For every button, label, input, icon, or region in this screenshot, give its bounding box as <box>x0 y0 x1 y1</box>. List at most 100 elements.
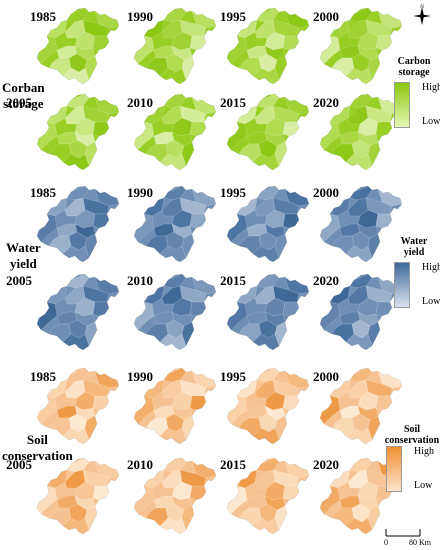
district-region <box>345 153 373 170</box>
district-region <box>375 35 393 51</box>
district-region <box>375 301 393 317</box>
district-region <box>143 197 165 217</box>
district-region <box>145 323 169 343</box>
scale-bar: 0 80 Km <box>384 529 432 547</box>
district-region <box>159 245 187 262</box>
district-region <box>159 153 187 170</box>
carbon-storage-map-1985 <box>36 7 120 85</box>
district-region <box>238 507 262 527</box>
region-boundary <box>226 273 310 351</box>
district-region <box>92 121 110 137</box>
water-yield-map-2020 <box>319 273 403 351</box>
legend-high-label: High <box>422 82 440 93</box>
district-region <box>252 67 280 84</box>
district-region <box>375 395 393 411</box>
region-boundary <box>36 7 120 85</box>
soil-conservation-map-2015 <box>226 457 310 535</box>
district-region <box>345 67 373 84</box>
district-region <box>227 301 248 331</box>
region-boundary <box>226 367 310 445</box>
scale-end-label: 80 Km <box>409 538 432 547</box>
district-region <box>62 153 90 170</box>
district-region <box>320 301 341 331</box>
carbon-storage-map-2005 <box>36 93 120 171</box>
soil-conservation-map-1995 <box>226 367 310 445</box>
district-region <box>159 67 187 84</box>
legend-title: Soil conservation <box>384 424 440 446</box>
district-region <box>320 213 341 243</box>
region-boundary <box>133 93 217 171</box>
district-region <box>145 417 169 437</box>
district-region <box>92 35 110 51</box>
legend-high-label: High <box>414 446 434 457</box>
district-region <box>252 153 280 170</box>
soil-conservation-map-2005 <box>36 457 120 535</box>
district-region <box>145 57 169 77</box>
district-region <box>62 517 90 534</box>
legend-carbon-storage: Carbon storage High Low <box>392 56 440 138</box>
year-label: 1990 <box>127 9 153 24</box>
district-region <box>92 485 110 501</box>
district-region <box>48 143 72 163</box>
district-region <box>145 235 169 255</box>
district-region <box>252 517 280 534</box>
year-label: 2020 <box>313 457 339 472</box>
region-boundary <box>36 185 120 263</box>
row-label-carbon-storage: Corban storage <box>2 80 45 111</box>
water-yield-map-2005 <box>36 273 120 351</box>
district-region <box>48 57 72 77</box>
year-label: 2020 <box>313 95 339 110</box>
year-label: 2015 <box>220 273 246 288</box>
district-region <box>238 417 262 437</box>
district-region <box>238 323 262 343</box>
year-label: 1990 <box>127 185 153 200</box>
district-region <box>252 245 280 262</box>
district-region <box>238 143 262 163</box>
district-region <box>145 143 169 163</box>
district-region <box>227 485 248 515</box>
district-region <box>46 197 68 217</box>
year-label: 1995 <box>220 369 246 384</box>
district-region <box>62 427 90 444</box>
legend-soil-conservation: Soil conservation High Low <box>384 424 440 506</box>
district-region <box>227 213 248 243</box>
district-region <box>92 301 110 317</box>
district-region <box>238 235 262 255</box>
district-region <box>134 35 155 65</box>
water-yield-map-2010 <box>133 273 217 351</box>
district-region <box>92 395 110 411</box>
district-region <box>191 10 216 29</box>
district-region <box>159 517 187 534</box>
row-label-soil-conservation: Soil conservation <box>2 432 73 463</box>
legend-title: Carbon storage <box>397 56 431 78</box>
district-region <box>331 57 355 77</box>
region-boundary <box>319 367 403 445</box>
district-region <box>48 235 72 255</box>
district-region <box>282 395 300 411</box>
year-label: 2005 <box>6 457 32 472</box>
region-boundary <box>36 367 120 445</box>
year-label: 1985 <box>30 185 56 200</box>
district-region <box>375 213 393 229</box>
district-region <box>345 427 373 444</box>
year-label: 1985 <box>30 369 56 384</box>
district-region <box>37 35 58 65</box>
district-region <box>345 517 373 534</box>
district-region <box>345 245 373 262</box>
district-region <box>48 417 72 437</box>
district-region <box>62 245 90 262</box>
district-region <box>227 35 248 65</box>
region-boundary <box>319 7 403 85</box>
district-region <box>284 188 309 207</box>
district-region <box>37 395 58 425</box>
district-region <box>282 485 300 501</box>
district-region <box>282 301 300 317</box>
region-boundary <box>36 93 120 171</box>
year-label: 2005 <box>6 95 32 110</box>
carbon-storage-map-2020 <box>319 93 403 171</box>
year-label: 2000 <box>313 9 339 24</box>
water-yield-map-1985 <box>36 185 120 263</box>
district-region <box>282 35 300 51</box>
soil-conservation-map-2000 <box>319 367 403 445</box>
region-boundary <box>133 7 217 85</box>
